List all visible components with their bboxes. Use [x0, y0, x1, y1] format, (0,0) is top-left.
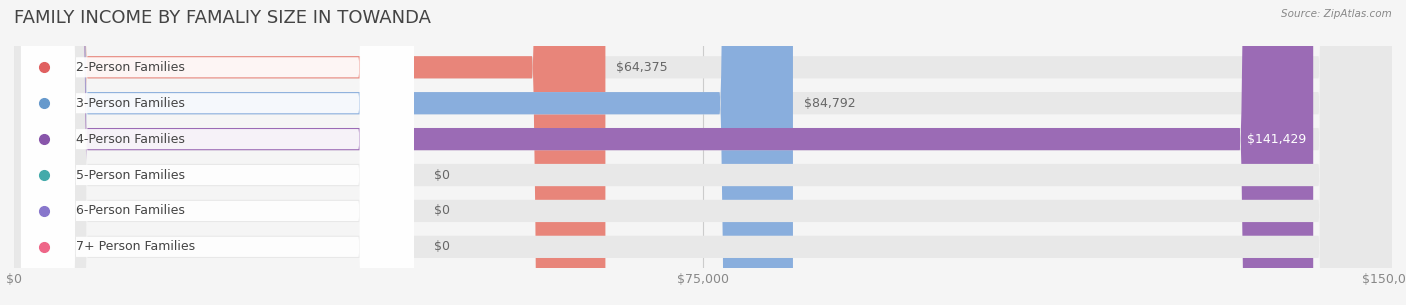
Text: 5-Person Families: 5-Person Families	[76, 169, 186, 181]
FancyBboxPatch shape	[14, 0, 1313, 305]
FancyBboxPatch shape	[21, 0, 413, 305]
FancyBboxPatch shape	[14, 0, 1392, 305]
FancyBboxPatch shape	[21, 0, 413, 305]
Text: 6-Person Families: 6-Person Families	[76, 204, 186, 217]
FancyBboxPatch shape	[21, 0, 413, 305]
FancyBboxPatch shape	[21, 0, 413, 305]
FancyBboxPatch shape	[21, 0, 413, 305]
FancyBboxPatch shape	[14, 0, 1392, 305]
Text: $141,429: $141,429	[1247, 133, 1306, 145]
Text: 2-Person Families: 2-Person Families	[76, 61, 186, 74]
FancyBboxPatch shape	[14, 0, 1392, 305]
FancyBboxPatch shape	[14, 0, 1392, 305]
Text: $0: $0	[434, 169, 450, 181]
FancyBboxPatch shape	[14, 0, 1392, 305]
Text: $0: $0	[434, 240, 450, 253]
Text: 7+ Person Families: 7+ Person Families	[76, 240, 195, 253]
Text: $84,792: $84,792	[804, 97, 856, 110]
FancyBboxPatch shape	[14, 0, 606, 305]
Text: 3-Person Families: 3-Person Families	[76, 97, 186, 110]
Text: $0: $0	[434, 204, 450, 217]
Text: $64,375: $64,375	[616, 61, 668, 74]
Text: 4-Person Families: 4-Person Families	[76, 133, 186, 145]
FancyBboxPatch shape	[21, 0, 413, 305]
Text: FAMILY INCOME BY FAMALIY SIZE IN TOWANDA: FAMILY INCOME BY FAMALIY SIZE IN TOWANDA	[14, 9, 432, 27]
FancyBboxPatch shape	[14, 0, 793, 305]
Text: Source: ZipAtlas.com: Source: ZipAtlas.com	[1281, 9, 1392, 19]
FancyBboxPatch shape	[14, 0, 1392, 305]
